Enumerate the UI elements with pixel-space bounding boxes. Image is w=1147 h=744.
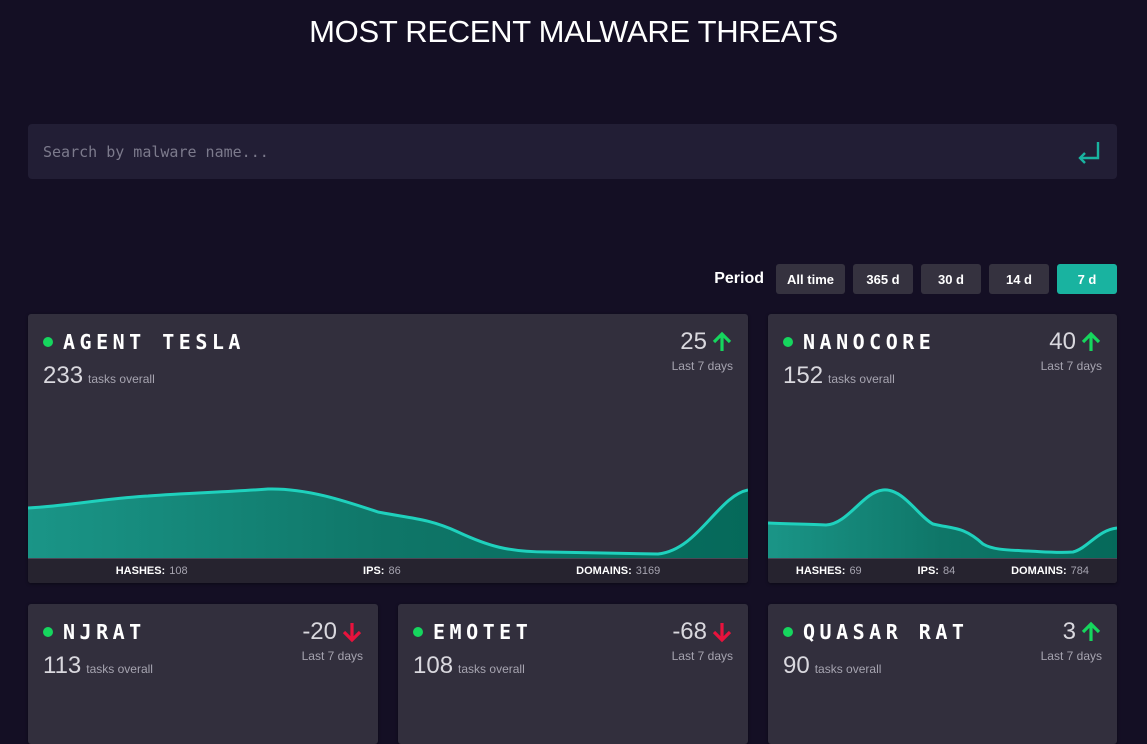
- tasks-label: tasks overall: [828, 372, 895, 386]
- trend-value: 3: [1062, 618, 1076, 645]
- page-title: MOST RECENT MALWARE THREATS: [309, 14, 838, 49]
- hashes-stat: HASHES: 69: [795, 565, 862, 577]
- trend-chart: [768, 488, 1117, 560]
- trend: -68 Last 7 days: [672, 618, 733, 663]
- period-30d-button[interactable]: 30 d: [921, 264, 981, 294]
- malware-card-agent-tesla[interactable]: AGENT TESLA 233 tasks overall 25 Last 7 …: [28, 314, 748, 583]
- arrow-down-icon: [342, 623, 362, 643]
- arrow-down-icon: [712, 623, 732, 643]
- trend-value: 25: [680, 328, 707, 355]
- malware-card-nanocore[interactable]: NANOCORE 152 tasks overall 40 Last 7 day…: [768, 314, 1117, 583]
- tasks-count: 113: [43, 652, 82, 679]
- trend-period: Last 7 days: [671, 359, 733, 373]
- trend: 3 Last 7 days: [1041, 618, 1102, 663]
- period-7d-button[interactable]: 7 d: [1057, 264, 1117, 294]
- domains-stat: DOMAINS: 784: [1011, 565, 1090, 577]
- tasks-label: tasks overall: [88, 372, 155, 386]
- status-dot-icon: [783, 627, 793, 637]
- trend-value: -68: [672, 618, 707, 645]
- malware-card-njrat[interactable]: NJRAT 113 tasks overall -20 Last 7 days: [28, 604, 378, 744]
- search-input[interactable]: [28, 124, 1058, 179]
- trend: 25 Last 7 days: [672, 328, 733, 373]
- ips-stat: IPS: 86: [363, 565, 401, 577]
- arrow-up-icon: [1081, 331, 1101, 351]
- malware-name[interactable]: EMOTET: [433, 620, 533, 644]
- tasks-label: tasks overall: [86, 662, 153, 676]
- trend: 40 Last 7 days: [1041, 328, 1102, 373]
- enter-icon[interactable]: [1075, 138, 1103, 166]
- tasks-label: tasks overall: [458, 662, 525, 676]
- malware-name[interactable]: NJRAT: [63, 620, 146, 644]
- malware-card-emotet[interactable]: EMOTET 108 tasks overall -68 Last 7 days: [398, 604, 748, 744]
- trend: -20 Last 7 days: [302, 618, 363, 663]
- trend-period: Last 7 days: [1040, 359, 1102, 373]
- stats-bar: HASHES: 69 IPS: 84 DOMAINS: 784: [768, 558, 1117, 583]
- malware-card-quasar-rat[interactable]: QUASAR RAT 90 tasks overall 3 Last 7 day…: [768, 604, 1117, 744]
- trend-period: Last 7 days: [1040, 649, 1102, 663]
- malware-name[interactable]: NANOCORE: [803, 330, 936, 354]
- status-dot-icon: [43, 337, 53, 347]
- period-14d-button[interactable]: 14 d: [989, 264, 1049, 294]
- period-selector: Period All time 365 d 30 d 14 d 7 d: [714, 264, 1117, 294]
- status-dot-icon: [783, 337, 793, 347]
- trend-chart: [28, 487, 748, 560]
- tasks-count: 108: [413, 652, 454, 679]
- period-label: Period: [714, 270, 765, 287]
- search-box: [28, 124, 1117, 179]
- malware-name[interactable]: QUASAR RAT: [803, 620, 969, 644]
- tasks-count: 90: [783, 652, 810, 679]
- domains-stat: DOMAINS: 3169: [576, 565, 661, 577]
- trend-value: -20: [302, 618, 337, 645]
- ips-stat: IPS: 84: [917, 565, 956, 577]
- trend-value: 40: [1049, 328, 1076, 355]
- stats-bar: HASHES: 108 IPS: 86 DOMAINS: 3169: [28, 558, 748, 583]
- hashes-stat: HASHES: 108: [115, 565, 188, 577]
- malware-name[interactable]: AGENT TESLA: [63, 330, 245, 354]
- status-dot-icon: [413, 627, 423, 637]
- tasks-count: 152: [783, 362, 824, 389]
- tasks-label: tasks overall: [814, 662, 882, 676]
- arrow-up-icon: [712, 331, 732, 351]
- period-365d-button[interactable]: 365 d: [853, 264, 913, 294]
- period-all-time-button[interactable]: All time: [776, 264, 845, 294]
- tasks-count: 233: [43, 362, 84, 389]
- trend-period: Last 7 days: [301, 649, 363, 663]
- arrow-up-icon: [1081, 621, 1101, 641]
- status-dot-icon: [43, 627, 53, 637]
- trend-period: Last 7 days: [671, 649, 733, 663]
